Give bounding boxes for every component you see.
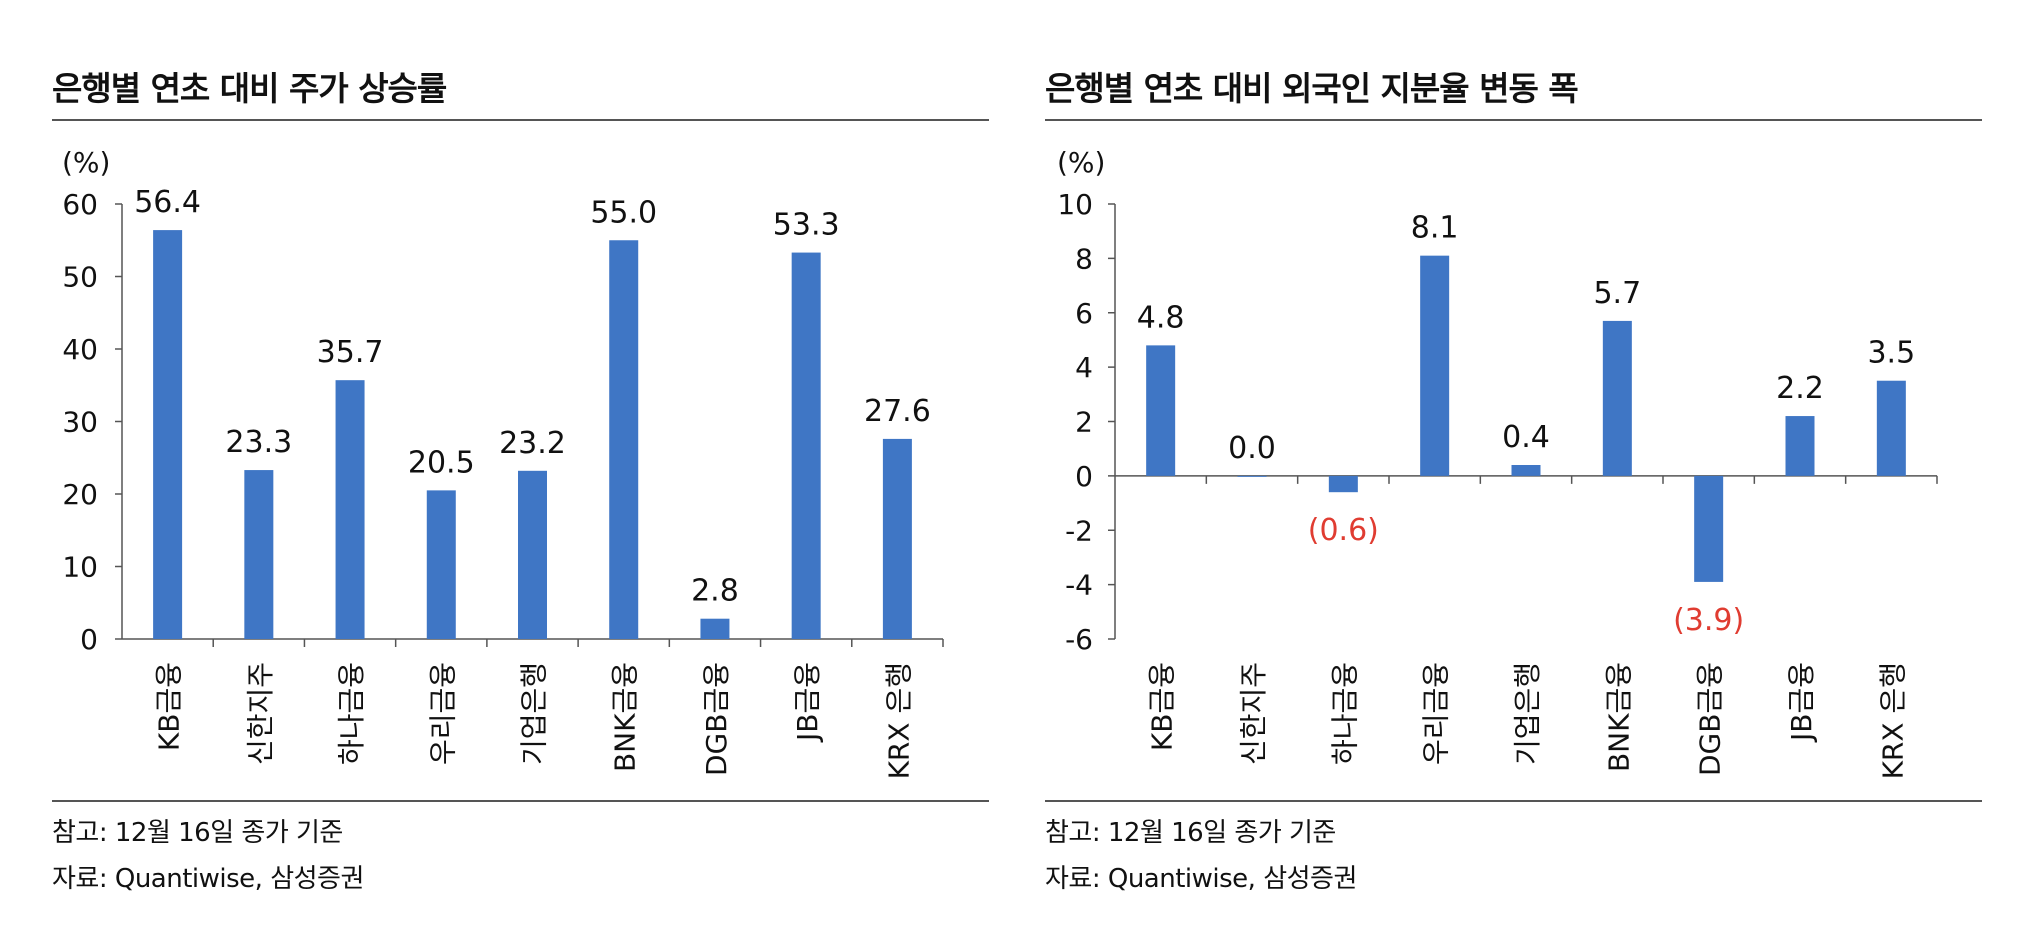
y-tick-label: 60 bbox=[62, 188, 98, 221]
data-label: 27.6 bbox=[864, 394, 931, 429]
bar bbox=[1237, 475, 1267, 477]
source-note: 자료: Quantiwise, 삼성증권 bbox=[1045, 864, 1357, 894]
x-tick-label: KRX 은행 bbox=[1876, 662, 1909, 779]
bar bbox=[518, 470, 547, 639]
data-label: 35.7 bbox=[317, 335, 384, 370]
y-tick-label: 6 bbox=[1075, 297, 1093, 330]
title-rule bbox=[52, 119, 989, 121]
y-tick-label: 30 bbox=[62, 406, 98, 439]
title-rule bbox=[1045, 119, 1982, 121]
x-tick-label: 하나금융 bbox=[335, 662, 368, 765]
y-tick-label: 10 bbox=[1057, 188, 1093, 221]
y-tick-label: -4 bbox=[1065, 569, 1093, 602]
foreign-ownership-chart: (%) -6 -4 -2 0 2 4 6 8 10 4.8 KB금융 0.0 신한지주 (0.6) 하나금융 8… bbox=[1057, 146, 1938, 779]
y-tick-label: 50 bbox=[62, 261, 98, 294]
x-tick-label: DGB금융 bbox=[700, 662, 733, 776]
bar bbox=[244, 470, 274, 639]
y-axis-unit-label: (%) bbox=[62, 146, 110, 179]
y-tick-label: 10 bbox=[62, 551, 98, 584]
x-tick-label: KB금융 bbox=[1146, 662, 1179, 751]
bar bbox=[426, 490, 456, 639]
x-tick-label: JB금융 bbox=[791, 662, 824, 743]
x-tick-label: 기업은행 bbox=[518, 662, 551, 765]
y-tick-label: -6 bbox=[1065, 623, 1093, 656]
x-tick-label: 기업은행 bbox=[1511, 662, 1544, 765]
data-label: 56.4 bbox=[134, 185, 201, 220]
y-tick-label: -2 bbox=[1065, 514, 1093, 547]
x-tick-label: KRX 은행 bbox=[882, 662, 915, 779]
data-label: 55.0 bbox=[590, 195, 657, 230]
notes-rule bbox=[52, 800, 989, 802]
data-label: (0.6) bbox=[1308, 513, 1379, 548]
data-label: 2.8 bbox=[691, 574, 739, 609]
y-axis-unit-label: (%) bbox=[1057, 146, 1105, 179]
bar bbox=[1602, 320, 1632, 476]
y-tick-label: 20 bbox=[62, 478, 98, 511]
bar bbox=[1420, 255, 1450, 476]
y-tick-label: 4 bbox=[1075, 351, 1093, 384]
bar bbox=[1785, 416, 1815, 476]
chart-title: 은행별 연초 대비 주가 상승률 bbox=[52, 69, 447, 108]
bar bbox=[700, 618, 730, 639]
data-label: 23.2 bbox=[499, 426, 566, 461]
x-tick-label: KB금융 bbox=[153, 662, 186, 751]
data-label: 3.5 bbox=[1867, 336, 1915, 371]
panel-stock-return: 은행별 연초 대비 주가 상승률 (%) 0 10 20 30 40 50 60 56.4 KB금… bbox=[0, 0, 1000, 936]
data-label: (3.9) bbox=[1673, 603, 1744, 638]
y-tick-label: 0 bbox=[1075, 460, 1093, 493]
data-label: 53.3 bbox=[773, 208, 840, 243]
data-label: 8.1 bbox=[1411, 211, 1459, 246]
data-label: 20.5 bbox=[408, 445, 475, 480]
bar bbox=[1146, 345, 1176, 476]
data-label: 23.3 bbox=[225, 425, 292, 460]
y-tick-label: 8 bbox=[1075, 242, 1093, 275]
bar bbox=[1511, 465, 1541, 476]
y-tick-label: 2 bbox=[1075, 406, 1093, 439]
bar bbox=[882, 438, 912, 639]
reference-note: 참고: 12월 16일 종가 기준 bbox=[1045, 818, 1336, 848]
panel-foreign-ownership: 은행별 연초 대비 외국인 지분율 변동 폭 (%) -6 -4 -2 0 2 4 6 8 10 4… bbox=[1000, 0, 2000, 936]
x-tick-label: 신한지주 bbox=[1237, 662, 1270, 765]
notes-rule bbox=[1045, 800, 1982, 802]
bar bbox=[335, 380, 365, 639]
x-tick-label: 하나금융 bbox=[1328, 662, 1361, 765]
data-label: 2.2 bbox=[1776, 371, 1824, 406]
y-tick-label: 40 bbox=[62, 333, 98, 366]
bar bbox=[153, 230, 183, 639]
bar bbox=[1328, 475, 1358, 493]
source-note: 자료: Quantiwise, 삼성증권 bbox=[52, 864, 364, 894]
bar bbox=[609, 240, 639, 639]
x-tick-label: 신한지주 bbox=[244, 662, 277, 765]
x-tick-label: 우리금융 bbox=[426, 662, 459, 765]
data-label: 5.7 bbox=[1593, 276, 1641, 311]
bar bbox=[1694, 475, 1724, 582]
stock-return-chart: (%) 0 10 20 30 40 50 60 56.4 KB금융 23.3 신한지주 35.7 하나금융… bbox=[62, 146, 944, 779]
x-tick-label: BNK금융 bbox=[1602, 662, 1635, 772]
data-label: 0.4 bbox=[1502, 420, 1550, 455]
data-label: 4.8 bbox=[1137, 300, 1185, 335]
x-tick-label: BNK금융 bbox=[609, 662, 642, 772]
y-tick-label: 0 bbox=[80, 623, 98, 656]
x-tick-label: DGB금융 bbox=[1694, 662, 1727, 776]
x-tick-label: JB금융 bbox=[1785, 662, 1818, 743]
data-label: 0.0 bbox=[1228, 431, 1276, 466]
x-tick-label: 우리금융 bbox=[1420, 662, 1453, 765]
chart-title: 은행별 연초 대비 외국인 지분율 변동 폭 bbox=[1045, 69, 1579, 108]
bar bbox=[1876, 380, 1906, 476]
bar bbox=[791, 252, 821, 639]
reference-note: 참고: 12월 16일 종가 기준 bbox=[52, 818, 343, 848]
